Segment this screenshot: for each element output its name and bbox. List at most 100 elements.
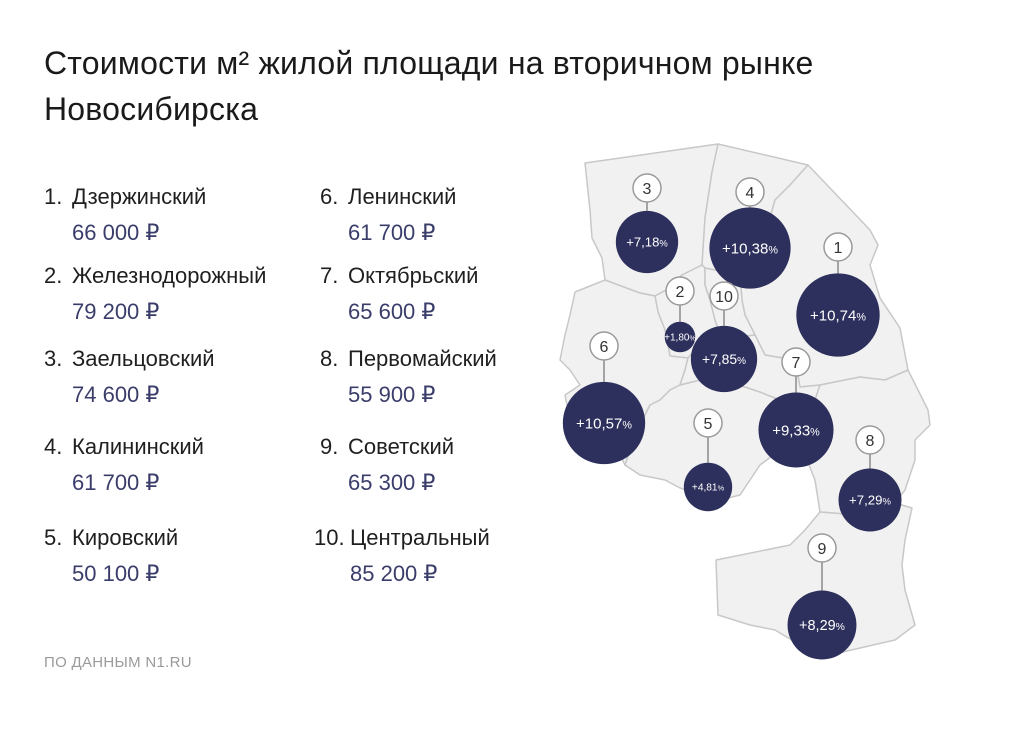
district-item: 1. Дзержинский 66 000 ₽ bbox=[44, 183, 206, 247]
district-name-row: 3. Заельцовский bbox=[44, 345, 215, 373]
district-number: 10. bbox=[314, 525, 345, 550]
change-value: +7,85% bbox=[702, 351, 746, 367]
district-name: Первомайский bbox=[348, 346, 497, 371]
change-value: +10,74% bbox=[810, 307, 866, 324]
district-name: Советский bbox=[348, 434, 455, 459]
district-name-row: 9. Советский bbox=[320, 433, 454, 461]
district-marker: 3 +7,18% bbox=[615, 173, 679, 274]
change-bubble bbox=[787, 590, 857, 660]
marker-number-circle bbox=[693, 408, 723, 438]
change-unit: % bbox=[856, 311, 866, 323]
district-name-row: 6. Ленинский bbox=[320, 183, 456, 211]
change-bubble bbox=[664, 321, 696, 353]
marker-number: 2 bbox=[676, 284, 685, 301]
district-item: 4. Калининский 61 700 ₽ bbox=[44, 433, 204, 497]
district-marker: 9 +8,29% bbox=[787, 533, 857, 660]
district-price: 65 300 ₽ bbox=[348, 470, 436, 495]
marker-number-circle bbox=[735, 177, 765, 207]
change-bubble bbox=[758, 392, 834, 468]
change-number: +8,29 bbox=[799, 618, 836, 634]
change-number: +1,80 bbox=[664, 333, 690, 344]
district-marker: 4 +10,38% bbox=[709, 177, 791, 289]
marker-number: 10 bbox=[715, 289, 733, 306]
district-marker: 6 +10,57% bbox=[562, 331, 646, 465]
district-name: Заельцовский bbox=[72, 346, 215, 371]
change-number: +9,33 bbox=[772, 422, 810, 439]
district-marker: 5 +4,81% bbox=[683, 408, 733, 512]
marker-number: 8 bbox=[866, 433, 875, 450]
marker-number: 6 bbox=[600, 339, 609, 356]
district-item: 10. Центральный 85 200 ₽ bbox=[314, 524, 490, 588]
marker-number-circle bbox=[807, 533, 837, 563]
district-price: 74 600 ₽ bbox=[72, 382, 160, 407]
district-number: 9. bbox=[320, 434, 339, 459]
district-number: 2. bbox=[44, 263, 63, 288]
change-value: +7,29% bbox=[849, 493, 891, 508]
change-number: +10,38 bbox=[722, 240, 768, 257]
source-note: ПО ДАННЫМ N1.RU bbox=[44, 654, 192, 671]
district-number: 8. bbox=[320, 346, 339, 371]
district-name: Железнодорожный bbox=[72, 263, 267, 288]
district-price: 50 100 ₽ bbox=[72, 561, 160, 586]
marker-number: 3 bbox=[643, 181, 652, 198]
district-marker: 10 +7,85% bbox=[690, 281, 758, 393]
change-unit: % bbox=[882, 497, 891, 508]
marker-number-circle bbox=[823, 232, 853, 262]
change-number: +10,57 bbox=[576, 415, 622, 432]
district-number: 5. bbox=[44, 525, 63, 550]
change-unit: % bbox=[689, 334, 696, 343]
district-name-row: 4. Калининский bbox=[44, 433, 204, 461]
district-price: 79 200 ₽ bbox=[72, 299, 160, 324]
district-name: Дзержинский bbox=[72, 184, 207, 209]
change-bubble bbox=[838, 468, 902, 532]
district-number: 7. bbox=[320, 263, 339, 288]
district-name: Октябрьский bbox=[348, 263, 479, 288]
district-number: 4. bbox=[44, 434, 63, 459]
district-marker: 2 +1,80% bbox=[664, 276, 696, 353]
change-value: +1,80% bbox=[664, 333, 696, 344]
change-number: +7,85 bbox=[702, 351, 737, 367]
change-unit: % bbox=[810, 426, 820, 438]
marker-number-circle bbox=[709, 281, 739, 311]
marker-number: 4 bbox=[746, 185, 755, 202]
change-number: +7,29 bbox=[849, 493, 882, 508]
district-name-row: 1. Дзержинский bbox=[44, 183, 206, 211]
change-unit: % bbox=[836, 622, 845, 633]
marker-number: 7 bbox=[792, 355, 801, 372]
district-item: 3. Заельцовский 74 600 ₽ bbox=[44, 345, 215, 409]
marker-number-circle bbox=[781, 347, 811, 377]
change-unit: % bbox=[622, 419, 632, 431]
change-bubble bbox=[709, 207, 791, 289]
marker-number-circle bbox=[855, 425, 885, 455]
marker-number: 1 bbox=[834, 240, 843, 257]
change-unit: % bbox=[659, 238, 668, 249]
district-price: 65 600 ₽ bbox=[348, 299, 436, 324]
marker-number: 5 bbox=[704, 416, 713, 433]
district-price: 66 000 ₽ bbox=[72, 220, 160, 245]
change-value: +10,57% bbox=[576, 415, 632, 432]
change-unit: % bbox=[768, 244, 778, 256]
district-marker: 8 +7,29% bbox=[838, 425, 902, 532]
district-number: 3. bbox=[44, 346, 63, 371]
marker-number: 9 bbox=[818, 541, 827, 558]
title-line-2: Новосибирска bbox=[44, 91, 259, 127]
district-item: 8. Первомайский 55 900 ₽ bbox=[320, 345, 497, 409]
district-number: 1. bbox=[44, 184, 63, 209]
change-value: +9,33% bbox=[772, 422, 820, 439]
change-value: +8,29% bbox=[799, 618, 845, 634]
district-marker: 1 +10,74% bbox=[796, 232, 880, 357]
change-value: +10,38% bbox=[722, 240, 778, 257]
district-name: Калининский bbox=[72, 434, 204, 459]
district-item: 2. Железнодорожный 79 200 ₽ bbox=[44, 262, 266, 326]
district-price: 61 700 ₽ bbox=[348, 220, 436, 245]
district-price: 85 200 ₽ bbox=[350, 561, 438, 586]
region-9 bbox=[715, 502, 916, 656]
marker-number-circle bbox=[589, 331, 619, 361]
change-bubble bbox=[796, 273, 880, 357]
change-number: +4,81 bbox=[692, 483, 718, 494]
title-line-1: Стоимости м² жилой площади на вторичном … bbox=[44, 45, 814, 81]
district-price: 55 900 ₽ bbox=[348, 382, 436, 407]
change-unit: % bbox=[718, 484, 725, 493]
change-bubble bbox=[690, 325, 758, 393]
